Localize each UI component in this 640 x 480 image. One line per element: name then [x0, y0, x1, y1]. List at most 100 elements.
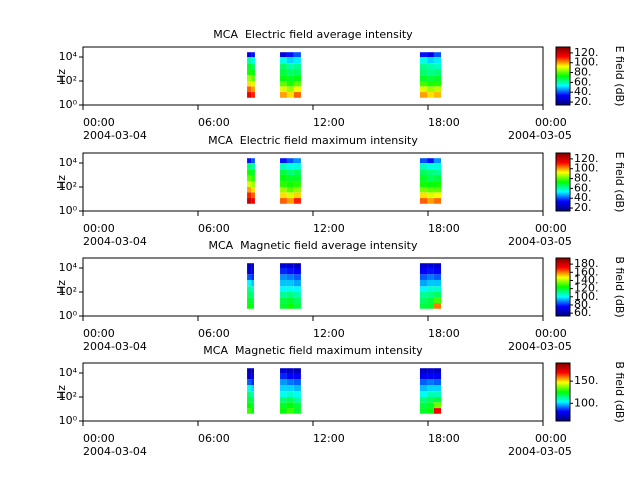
- spectrogram-cell: [419, 68, 428, 76]
- spectrogram-cell: [251, 75, 255, 81]
- spectrogram-cell: [251, 396, 254, 403]
- spectrogram-cell: [247, 92, 252, 98]
- spectrogram-cell: [293, 279, 301, 287]
- spectrogram-cell: [293, 158, 301, 163]
- spectrogram-cell: [433, 274, 442, 280]
- spectrogram-cell: [251, 402, 254, 409]
- x-tick-label: 00:00: [535, 116, 567, 129]
- y-tick-label: 10⁴: [59, 261, 78, 274]
- colorbar-tick-label: 100.: [574, 290, 599, 303]
- spectrogram-cell: [251, 92, 255, 98]
- x-tick-label: 06:00: [198, 327, 230, 340]
- spectrogram-cell: [427, 368, 434, 373]
- spectrogram-cell: [280, 408, 287, 414]
- spectrogram-cell: [286, 80, 294, 87]
- spectrogram-cell: [419, 86, 428, 93]
- spectrogram-cell: [419, 297, 428, 304]
- spectrogram-cell: [280, 286, 287, 292]
- x-date-label: 2004-03-05: [508, 340, 572, 353]
- spectrogram-cell: [293, 75, 301, 81]
- spectrogram-cell: [251, 52, 255, 57]
- colorbar-label: B field (dB): [613, 256, 626, 317]
- colorbar: [555, 152, 571, 212]
- spectrogram-cell: [419, 368, 428, 373]
- spectrogram-cell: [433, 68, 442, 76]
- spectrogram-cell: [419, 75, 428, 81]
- plot-frame: [82, 257, 544, 317]
- x-date-label: 2004-03-04: [83, 445, 147, 458]
- spectrogram-cell: [427, 52, 434, 57]
- spectrogram-cell: [280, 368, 287, 373]
- spectrogram-cell: [286, 291, 294, 298]
- spectrogram-cell: [251, 368, 254, 373]
- spectrogram-cell: [251, 192, 255, 199]
- spectrogram-cell: [427, 181, 434, 187]
- y-tick-label: 10²: [59, 74, 77, 87]
- spectrogram-cell: [251, 263, 254, 268]
- spectrogram-cell: [419, 303, 428, 309]
- spectrogram-cell: [280, 267, 287, 275]
- spectrogram-cell: [286, 169, 294, 175]
- spectrogram-cell: [247, 86, 252, 93]
- spectrogram-cell: [427, 169, 434, 175]
- spectrogram-cell: [286, 192, 294, 199]
- spectrogram-cell: [251, 198, 255, 204]
- spectrogram-cell: [247, 263, 252, 268]
- colorbar-tick-label: 60.: [574, 306, 592, 319]
- colorbar-label: E field (dB): [613, 46, 626, 107]
- spectrogram-cell: [293, 267, 301, 275]
- spectrogram-cell: [427, 274, 434, 280]
- spectrogram-cell: [427, 162, 434, 170]
- plot-frame: [82, 362, 544, 422]
- spectrogram-cell: [427, 174, 434, 182]
- spectrogram-cell: [433, 162, 442, 170]
- spectrogram-cell: [247, 63, 252, 69]
- spectrogram-cell: [247, 186, 252, 193]
- spectrogram-cell: [427, 198, 434, 204]
- x-tick-label: 06:00: [198, 116, 230, 129]
- spectrogram-cell: [286, 158, 294, 163]
- spectrogram-cell: [286, 391, 294, 397]
- spectrogram-cell: [280, 63, 287, 69]
- spectrogram-cell: [419, 52, 428, 57]
- spectrogram-cell: [286, 86, 294, 93]
- plot-frame: [82, 46, 544, 106]
- spectrogram-cell: [419, 63, 428, 69]
- spectrogram-cell: [293, 169, 301, 175]
- spectrogram-cell: [247, 372, 252, 380]
- spectrogram-cell: [280, 303, 287, 309]
- spectrogram-cell: [419, 186, 428, 193]
- spectrogram-cell: [293, 198, 301, 204]
- colorbar-tick-label: 40.: [574, 85, 592, 98]
- y-axis-label: Hz: [55, 175, 68, 189]
- x-tick-label: 18:00: [428, 327, 460, 340]
- spectrogram-cell: [280, 68, 287, 76]
- spectrogram-cell: [419, 267, 428, 275]
- spectrogram-cell: [293, 52, 301, 57]
- spectrogram-cell: [247, 169, 252, 175]
- spectrogram-cell: [280, 56, 287, 64]
- y-tick-label: 10²: [59, 180, 77, 193]
- spectrogram-cell: [427, 372, 434, 380]
- spectrogram-cell: [251, 267, 254, 275]
- colorbar-tick-label: 20.: [574, 95, 592, 108]
- spectrogram-cell: [280, 279, 287, 287]
- panel-title: MCA Magnetic field maximum intensity: [203, 344, 423, 357]
- spectrogram-cell: [427, 286, 434, 292]
- spectrogram-cell: [419, 263, 428, 268]
- spectrogram-cell: [251, 68, 255, 76]
- colorbar: [555, 257, 571, 317]
- spectrogram-cell: [419, 379, 428, 385]
- spectrogram-cell: [247, 181, 252, 187]
- spectrogram-cell: [433, 379, 442, 385]
- spectrogram-cell: [286, 162, 294, 170]
- spectrogram-cell: [247, 402, 252, 409]
- spectrogram-cell: [247, 396, 252, 403]
- spectrogram-cell: [247, 174, 252, 182]
- spectrogram-cell: [286, 198, 294, 204]
- spectrogram-cell: [286, 181, 294, 187]
- spectrogram-cell: [293, 384, 301, 392]
- spectrogram-cell: [427, 396, 434, 403]
- panel-title: MCA Electric field average intensity: [213, 28, 413, 41]
